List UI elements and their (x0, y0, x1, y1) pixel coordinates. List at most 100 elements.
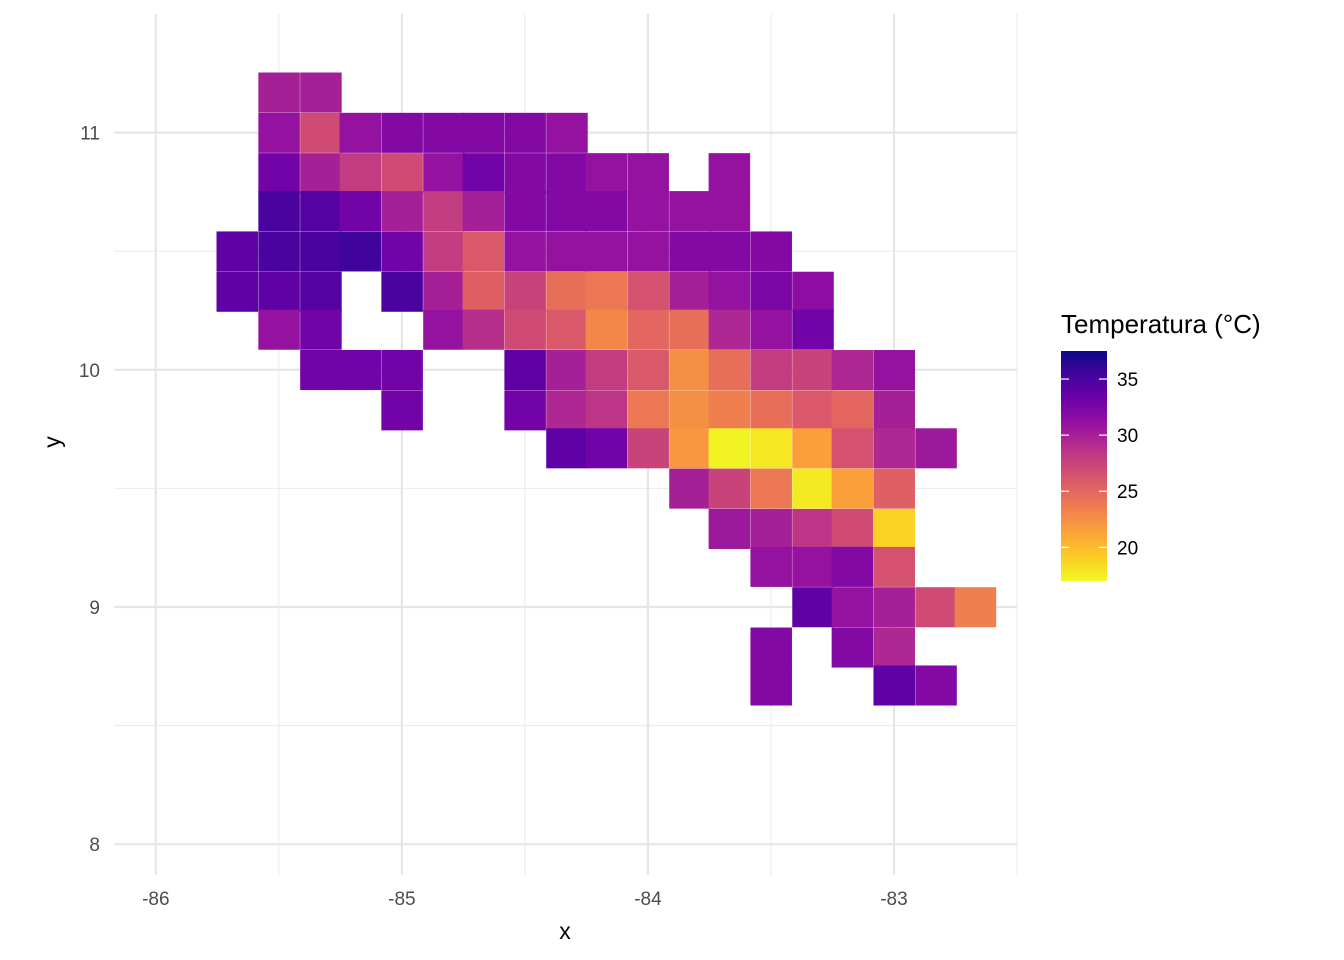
heatmap-cell (792, 390, 834, 431)
heatmap-cell (546, 191, 588, 232)
heatmap-cell (627, 350, 669, 391)
heatmap-cell (708, 508, 751, 549)
heatmap-cell (627, 191, 669, 232)
heatmap-cell (669, 428, 711, 469)
heatmap-cell (381, 112, 423, 153)
legend-tick-label: 20 (1117, 538, 1138, 559)
heatmap-cell (300, 112, 342, 153)
heatmap-cell (381, 231, 423, 272)
heatmap-cell (339, 231, 382, 272)
heatmap-cell (423, 153, 465, 194)
heatmap-cell (627, 309, 669, 350)
heatmap-cell (216, 231, 259, 272)
heatmap-cell (546, 390, 588, 431)
x-tick-label: -84 (634, 889, 662, 910)
heatmap-cell (954, 587, 997, 628)
heatmap-cell (627, 390, 669, 431)
heatmap-cell (423, 112, 465, 153)
heatmap-cell (792, 271, 834, 312)
heatmap-cell (708, 153, 751, 194)
heatmap-cell (873, 468, 915, 509)
heatmap-cell (750, 627, 792, 668)
heatmap-cell (708, 468, 751, 509)
heatmap-cell (504, 309, 546, 350)
heatmap-cell (669, 191, 711, 232)
heatmap-cell (300, 72, 342, 113)
heatmap-cell (381, 153, 423, 194)
heatmap-cell (462, 231, 505, 272)
heatmap-cell (750, 665, 792, 706)
heatmap-cell (873, 587, 915, 628)
heatmap-cell (258, 112, 300, 153)
heatmap-cell (669, 390, 711, 431)
heatmap-cell (546, 428, 588, 469)
heatmap-cell (669, 350, 711, 391)
x-tick-label: -83 (880, 889, 907, 910)
heatmap-cell (585, 231, 628, 272)
heatmap-cell (546, 350, 588, 391)
heatmap-cell (585, 390, 628, 431)
heatmap-cell (627, 271, 669, 312)
y-tick-label: 8 (89, 835, 100, 856)
heatmap-cell (792, 309, 834, 350)
heatmap-cell (258, 309, 300, 350)
heatmap-cell (258, 231, 300, 272)
heatmap-cell (300, 309, 342, 350)
heatmap-cell (423, 309, 465, 350)
heatmap-cell (750, 428, 792, 469)
heatmap-cell (546, 271, 588, 312)
y-tick-label: 11 (80, 124, 100, 145)
heatmap-cell (627, 428, 669, 469)
legend-title: Temperatura (°C) (1061, 309, 1261, 339)
heatmap-cell (462, 112, 505, 153)
heatmap-cell (750, 546, 792, 587)
heatmap-cell (750, 468, 792, 509)
heatmap-cell (300, 231, 342, 272)
heatmap-cell (915, 587, 957, 628)
heatmap-cell (831, 508, 874, 549)
heatmap-cell (585, 309, 628, 350)
heatmap-cell (792, 468, 834, 509)
heatmap-cell (873, 665, 915, 706)
heatmap-cell (585, 191, 628, 232)
heatmap-cell (216, 271, 259, 312)
heatmap-cell (750, 309, 792, 350)
heatmap-cell (708, 191, 751, 232)
x-tick-label: -86 (142, 889, 169, 910)
heatmap-cell (504, 271, 546, 312)
color-legend: Temperatura (°C) 20 25 30 35 (1061, 309, 1261, 581)
heatmap-cell (381, 191, 423, 232)
heatmap-cell (504, 191, 546, 232)
heatmap-cell (300, 271, 342, 312)
heatmap-cell (258, 271, 300, 312)
x-axis-tick-labels: -86 -85 -84 -83 (142, 889, 908, 910)
heatmap-cell (546, 153, 588, 194)
heatmap-cell (423, 191, 465, 232)
heatmap-cell (381, 390, 423, 431)
heatmap-cell (669, 309, 711, 350)
heatmap-cell (462, 191, 505, 232)
y-tick-label: 10 (79, 361, 100, 382)
heatmap-cell (915, 428, 957, 469)
heatmap-cell (792, 587, 834, 628)
legend-colorbar (1061, 351, 1107, 581)
y-tick-label: 9 (89, 598, 100, 619)
heatmap-cell (750, 390, 792, 431)
heatmap-cell (423, 231, 465, 272)
heatmap-cell (669, 468, 711, 509)
heatmap-cell (831, 428, 874, 469)
heatmap-cell (750, 271, 792, 312)
heatmap-cell (504, 231, 546, 272)
heatmap-cell (873, 390, 915, 431)
heatmap-cell (504, 153, 546, 194)
heatmap-cell (546, 309, 588, 350)
heatmap-cell (339, 350, 382, 391)
heatmap-cell (423, 271, 465, 312)
heatmap-cell (873, 546, 915, 587)
heatmap-cell (831, 390, 874, 431)
heatmap-cell (831, 587, 874, 628)
heatmap-cell (669, 231, 711, 272)
heatmap-cell (381, 271, 423, 312)
x-tick-label: -85 (388, 889, 415, 910)
